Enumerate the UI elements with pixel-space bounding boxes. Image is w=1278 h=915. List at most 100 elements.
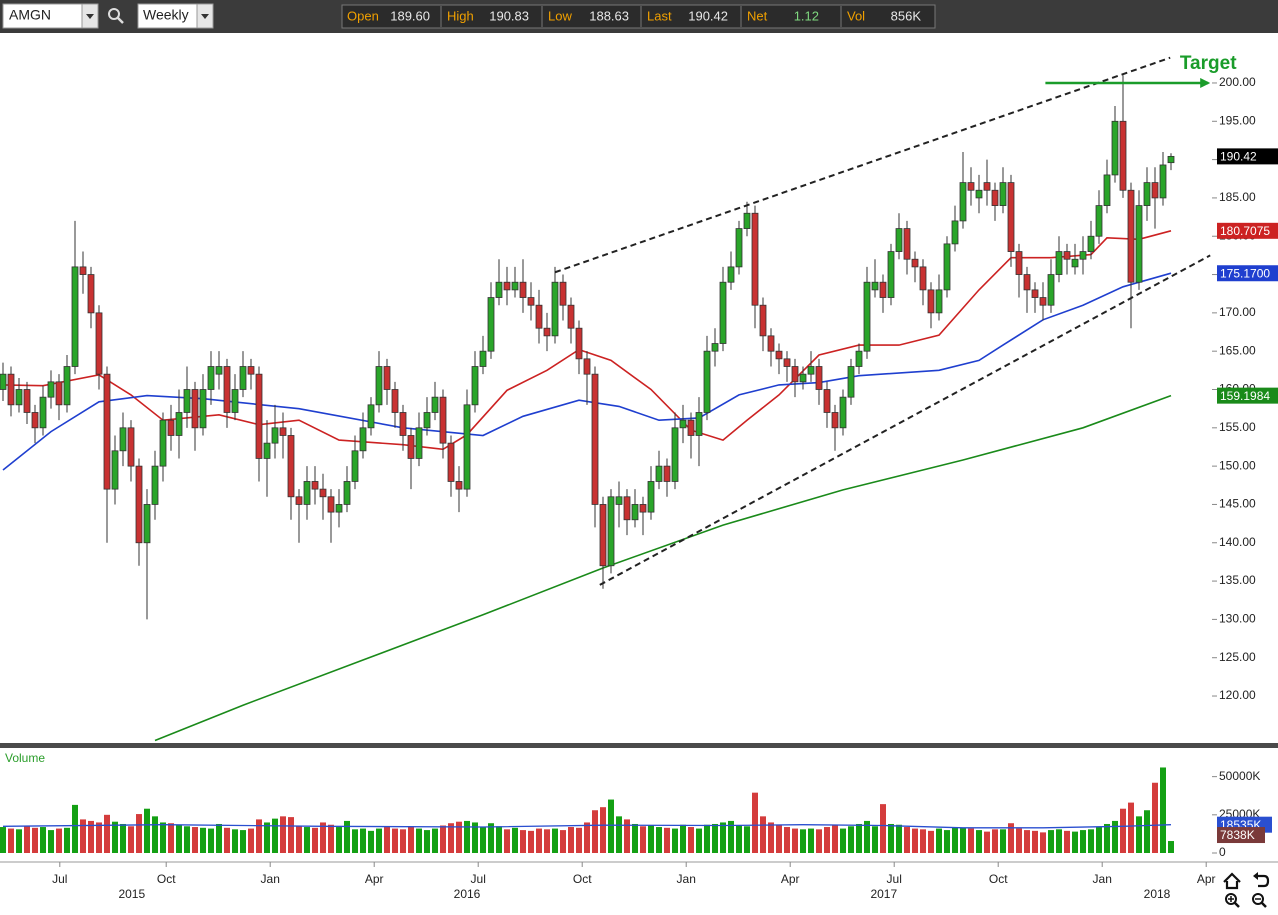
volume-bar [376, 828, 382, 853]
candle-body [31, 412, 39, 429]
quote-label: Low [548, 8, 572, 23]
candle-body [1167, 155, 1175, 164]
candle-body [399, 412, 407, 436]
volume-bar [320, 822, 326, 853]
volume-bar [296, 825, 302, 853]
quote-label: High [447, 8, 474, 23]
candle-body [687, 419, 695, 436]
volume-bar [368, 830, 374, 853]
symbol-input[interactable] [2, 3, 84, 29]
candle-body [703, 350, 711, 413]
candle-body [823, 389, 831, 413]
candle-body [447, 442, 455, 482]
zoom-in-button[interactable] [1225, 893, 1240, 908]
candle-body [1023, 274, 1031, 291]
candle-body [119, 427, 127, 452]
candle-body [863, 281, 871, 352]
volume-bar [1040, 832, 1046, 853]
volume-bar [688, 827, 694, 853]
year-label: 2018 [1144, 887, 1171, 901]
candle-body [1119, 120, 1127, 191]
volume-bar [1144, 810, 1150, 853]
candle-body [575, 327, 583, 360]
candle-body [895, 228, 903, 252]
volume-bar [1048, 830, 1054, 853]
value-box [1217, 222, 1278, 239]
interval-select[interactable] [137, 3, 199, 29]
y-tick-label: 0 [1219, 845, 1226, 859]
target-label: Target [1180, 53, 1237, 74]
x-tick-label: Apr [1197, 872, 1216, 886]
zoom-out-button[interactable] [1252, 893, 1267, 908]
candle-body [423, 412, 431, 429]
volume-bar [904, 827, 910, 853]
volume-bar [288, 817, 294, 853]
y-tick-label: 195.00 [1219, 113, 1256, 127]
candle-body [1015, 251, 1023, 275]
volume-bar [1064, 830, 1070, 853]
volume-bar [856, 823, 862, 853]
volume-bar [360, 828, 366, 853]
candle-body [943, 243, 951, 291]
volume-bar [152, 816, 158, 853]
volume-bar [912, 828, 918, 853]
volume-bar [1032, 830, 1038, 853]
volume-bar [768, 822, 774, 853]
candle-body [1071, 258, 1079, 268]
y-tick-label: 170.00 [1219, 305, 1256, 319]
candle-body [711, 343, 719, 352]
volume-bar [680, 824, 686, 853]
home-button[interactable] [1223, 872, 1241, 890]
volume-bar [1072, 831, 1078, 853]
volume-bar [584, 822, 590, 853]
value-box-label: 175.1700 [1220, 266, 1270, 280]
y-tick-label: 135.00 [1219, 573, 1256, 587]
volume-bar [224, 827, 230, 853]
candle-body [1079, 251, 1087, 260]
volume-bar [544, 829, 550, 853]
volume-bar [200, 827, 206, 853]
volume-bar [808, 828, 814, 853]
candle-body [55, 381, 63, 406]
volume-bar [392, 828, 398, 853]
volume-bar [472, 822, 478, 853]
quote-value: 1.12 [794, 8, 819, 23]
candle-body [631, 504, 639, 521]
volume-bar [848, 826, 854, 853]
candle-body [303, 481, 311, 505]
candle-body [591, 373, 599, 505]
interval-text: Weekly [143, 7, 189, 23]
volume-bar [840, 828, 846, 853]
candle-body [775, 350, 783, 360]
volume-bar [928, 830, 934, 853]
dropdown-arrow [86, 14, 94, 19]
volume-bar [208, 828, 214, 853]
symbol-text: AMGN [9, 7, 51, 23]
volume-bar [96, 822, 102, 853]
dropdown-arrow [201, 14, 209, 19]
volume-bar [56, 828, 62, 853]
candle-body [935, 289, 943, 314]
candle-body [919, 266, 927, 291]
candle-body [495, 281, 503, 298]
search-button[interactable] [108, 8, 124, 24]
volume-bar [32, 827, 38, 853]
year-label: 2016 [454, 887, 481, 901]
volume-bar [1080, 830, 1086, 853]
candle-body [911, 258, 919, 268]
volume-average-line [2, 824, 1172, 829]
candle-body [127, 427, 135, 467]
volume-bar [264, 822, 270, 853]
candle-body [247, 366, 255, 375]
volume-bar [1160, 767, 1166, 853]
volume-title: Volume [5, 751, 45, 765]
candle-body [903, 228, 911, 260]
candle-body [735, 228, 743, 268]
candle-body [879, 281, 887, 298]
candle-body [983, 182, 991, 191]
volume-bar [328, 824, 334, 853]
candle-body [751, 212, 759, 306]
back-button[interactable] [1253, 872, 1270, 888]
candle-body [471, 366, 479, 406]
y-tick-label: 150.00 [1219, 458, 1256, 472]
